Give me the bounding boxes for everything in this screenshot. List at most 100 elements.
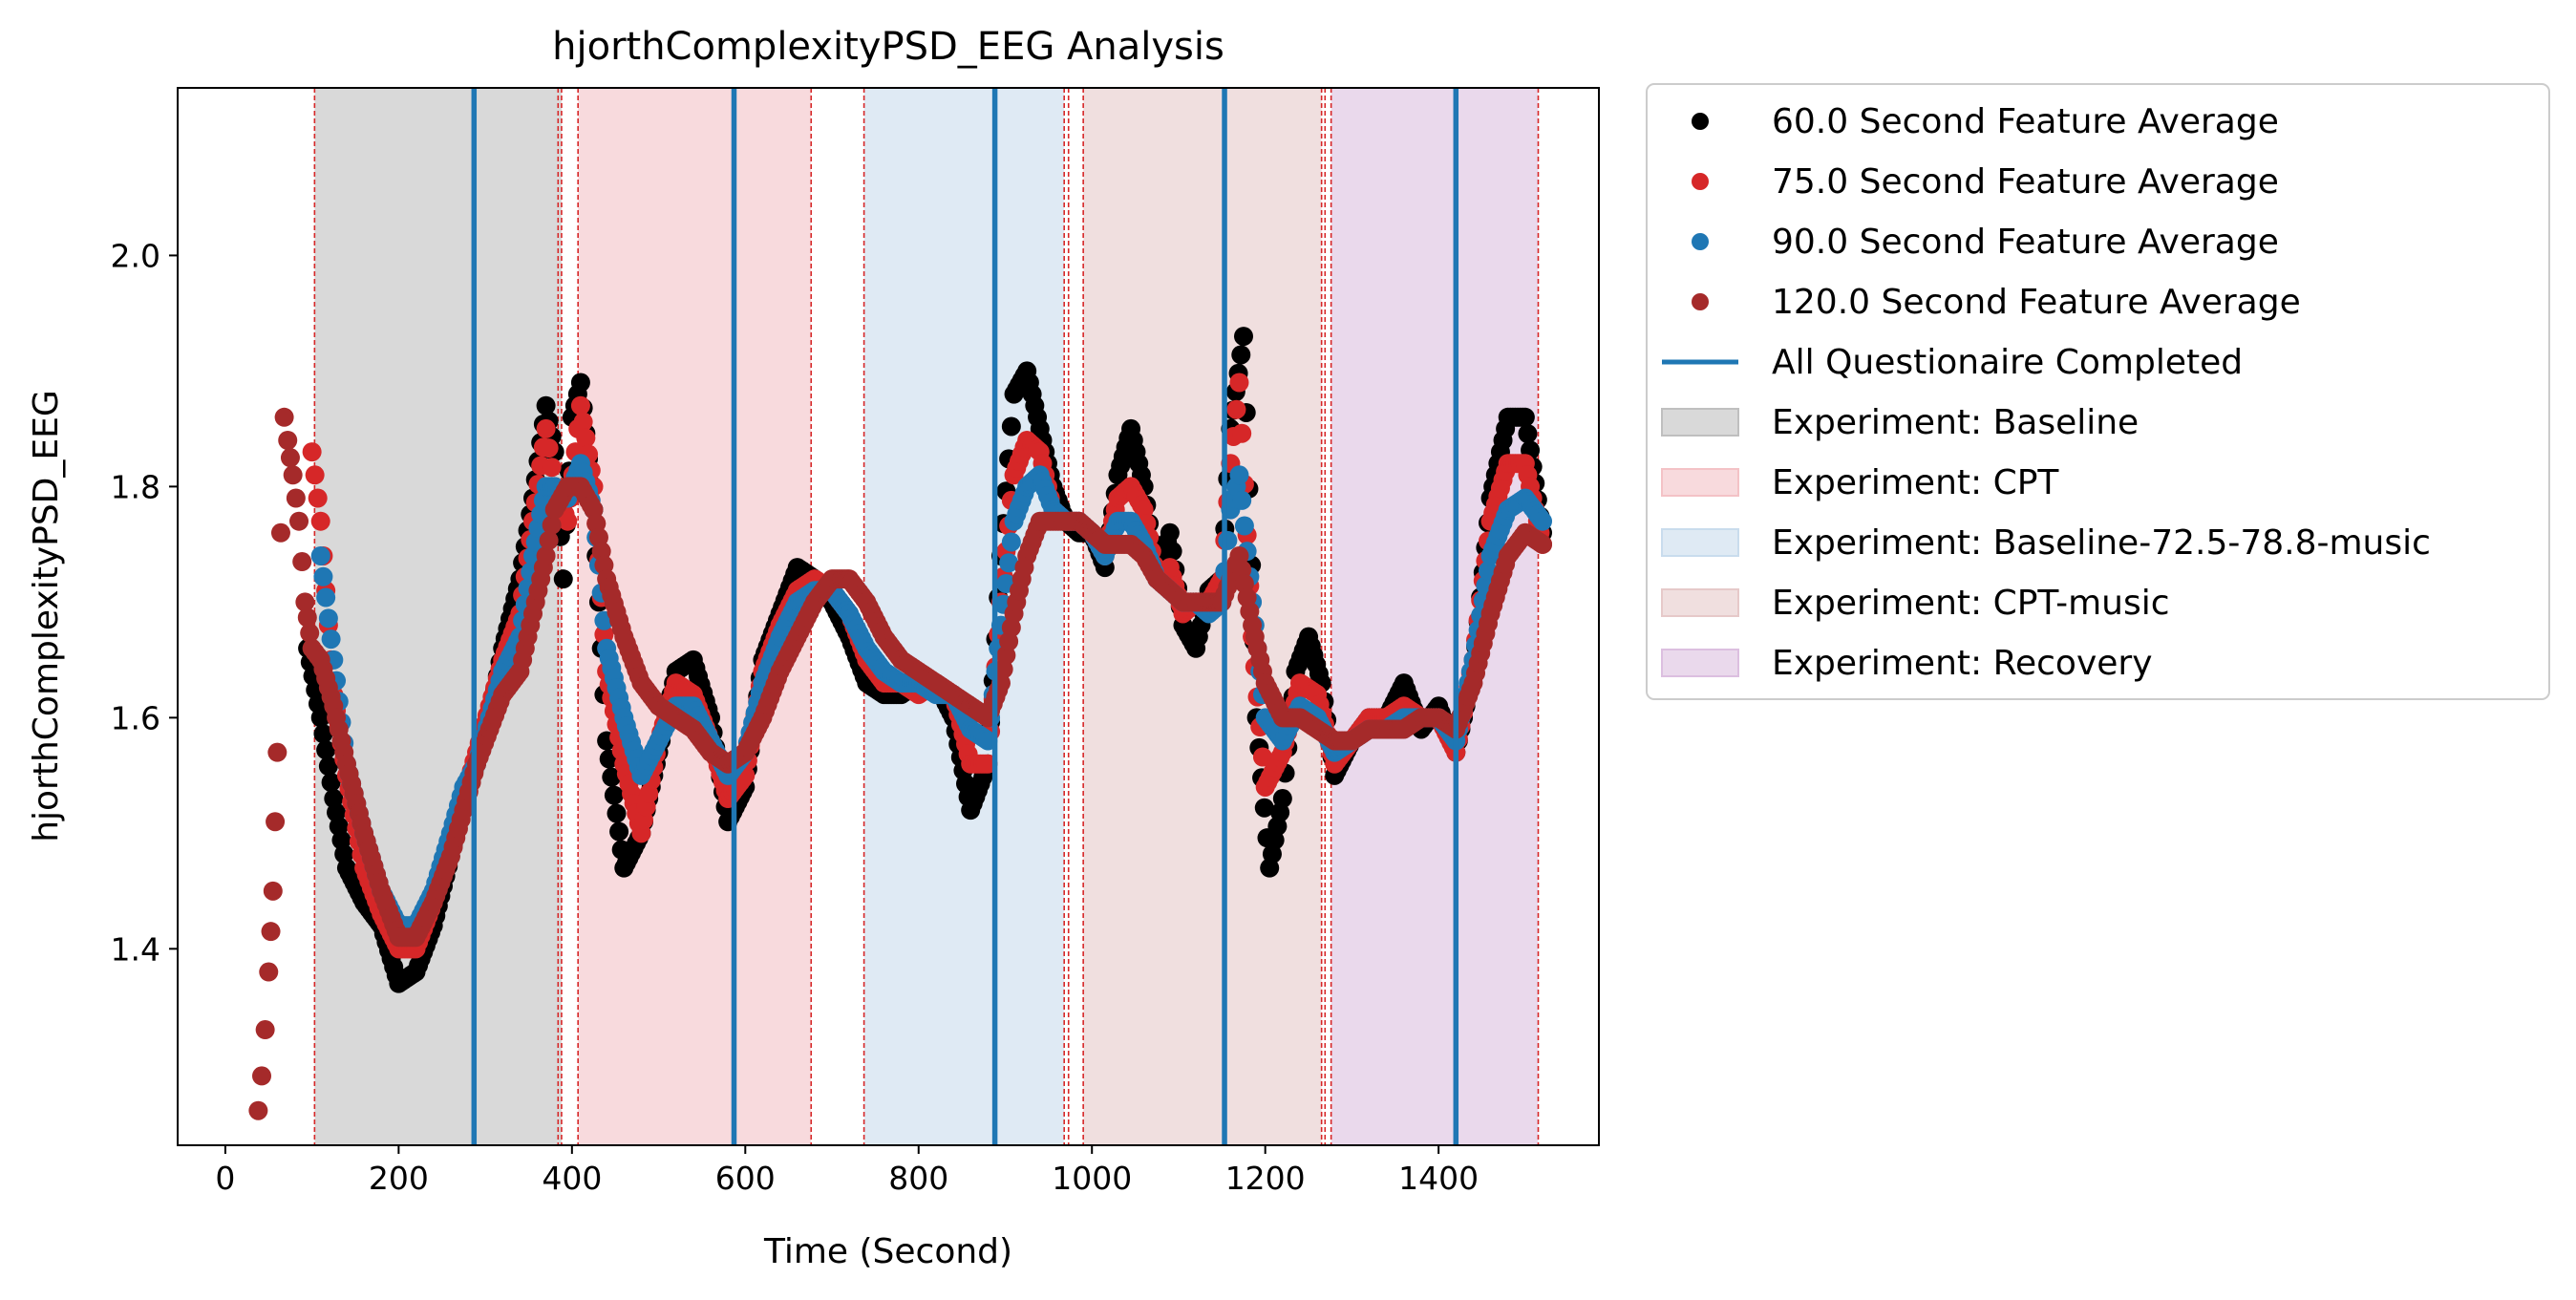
data-point xyxy=(259,962,279,982)
data-point xyxy=(1518,424,1538,444)
legend-patch-swatch xyxy=(1661,649,1739,677)
legend-entry-experiment-baseline-72-5-78-8-music: Experiment: Baseline-72.5-78.8-music xyxy=(1661,523,2431,563)
legend-label: All Questionaire Completed xyxy=(1772,343,2243,382)
legend-patch-swatch xyxy=(1661,528,1739,557)
data-point xyxy=(318,757,338,777)
data-point xyxy=(316,740,336,760)
questionnaire-lines xyxy=(471,88,1459,1145)
data-point xyxy=(1533,534,1553,554)
data-point xyxy=(1234,327,1253,347)
legend-label: 60.0 Second Feature Average xyxy=(1772,102,2279,141)
legend-entry-120-0-second-feature-average: 120.0 Second Feature Average xyxy=(1692,283,2301,322)
legend-marker xyxy=(1692,293,1709,310)
data-point xyxy=(289,511,309,531)
data-point xyxy=(266,812,286,832)
x-tick-label: 800 xyxy=(888,1160,948,1197)
data-point xyxy=(270,522,290,543)
region-recovery xyxy=(1331,88,1539,1145)
y-axis-ticks: 1.4 1.6 1.8 2.0 xyxy=(111,237,178,968)
legend-marker xyxy=(1692,233,1709,250)
legend-entry-all-questionaire-completed: All Questionaire Completed xyxy=(1662,343,2243,382)
data-point xyxy=(558,511,578,531)
experiment-regions xyxy=(314,88,1539,1145)
data-point xyxy=(1001,416,1021,437)
legend-label: 120.0 Second Feature Average xyxy=(1772,283,2301,322)
legend-patch-swatch xyxy=(1661,588,1739,617)
data-point xyxy=(1001,532,1021,552)
data-point xyxy=(1229,373,1249,393)
legend-label: Experiment: CPT-music xyxy=(1772,584,2170,623)
legend-entry-experiment-cpt-music: Experiment: CPT-music xyxy=(1661,584,2170,623)
data-point xyxy=(292,552,312,572)
x-tick-label: 200 xyxy=(369,1160,429,1197)
x-tick-label: 1000 xyxy=(1052,1160,1132,1197)
legend-entry-75-0-second-feature-average: 75.0 Second Feature Average xyxy=(1692,162,2279,202)
legend-label: Experiment: CPT xyxy=(1772,463,2059,502)
legend-label: 90.0 Second Feature Average xyxy=(1772,223,2279,262)
x-tick-label: 1400 xyxy=(1398,1160,1479,1197)
x-tick-label: 0 xyxy=(215,1160,235,1197)
x-tick-label: 1200 xyxy=(1225,1160,1306,1197)
data-point xyxy=(1231,345,1251,365)
series-120-0-second-feature-average xyxy=(248,407,1553,1120)
data-point xyxy=(305,465,325,485)
x-axis-label: Time (Second) xyxy=(763,1232,1012,1271)
data-point xyxy=(1272,789,1292,809)
data-point xyxy=(300,623,320,643)
data-point xyxy=(570,395,590,416)
data-point xyxy=(278,431,298,450)
chart-title: hjorthComplexityPSD_EEG Analysis xyxy=(552,25,1224,69)
legend-marker xyxy=(1692,173,1709,190)
y-tick-label: 1.4 xyxy=(111,930,160,968)
data-point xyxy=(255,1020,275,1040)
legend: 60.0 Second Feature Average 75.0 Second F… xyxy=(1646,83,2550,700)
data-point xyxy=(1515,407,1535,427)
data-point xyxy=(308,488,328,508)
data-point xyxy=(1254,798,1274,818)
data-point xyxy=(283,465,303,485)
legend-frame xyxy=(1646,83,2550,700)
y-tick-label: 1.6 xyxy=(111,699,160,736)
data-point xyxy=(295,592,315,612)
data-point xyxy=(302,442,322,462)
legend-entry-60-0-second-feature-average: 60.0 Second Feature Average xyxy=(1692,102,2279,141)
legend-label: Experiment: Baseline-72.5-78.8-music xyxy=(1772,523,2431,563)
data-point xyxy=(313,566,333,586)
data-point xyxy=(261,922,281,942)
data-point xyxy=(274,407,294,427)
data-point xyxy=(999,553,1019,573)
data-point xyxy=(310,708,330,728)
legend-entry-experiment-cpt: Experiment: CPT xyxy=(1661,463,2059,502)
data-point xyxy=(321,629,341,650)
legend-patch-swatch xyxy=(1661,408,1739,437)
legend-label: Experiment: Baseline xyxy=(1772,403,2139,442)
data-point xyxy=(267,742,287,762)
data-point xyxy=(536,418,556,438)
data-point xyxy=(313,724,333,744)
data-point xyxy=(576,428,596,448)
data-point xyxy=(310,545,330,565)
data-point xyxy=(1162,542,1182,562)
data-point xyxy=(248,1100,268,1120)
data-point xyxy=(310,511,330,531)
data-point xyxy=(570,373,590,393)
legend-entry-90-0-second-feature-average: 90.0 Second Feature Average xyxy=(1692,223,2279,262)
data-point xyxy=(280,448,300,468)
data-point xyxy=(1218,530,1238,550)
data-point xyxy=(1234,516,1254,536)
data-point xyxy=(1160,522,1180,543)
data-point xyxy=(542,458,562,478)
data-point xyxy=(609,821,629,842)
data-point xyxy=(318,608,338,629)
y-axis-label: hjorthComplexityPSD_EEG xyxy=(27,390,66,842)
data-point xyxy=(1232,423,1252,443)
plot-frame xyxy=(177,87,1600,1146)
legend-label: 75.0 Second Feature Average xyxy=(1772,162,2279,202)
y-tick-label: 2.0 xyxy=(111,237,160,274)
data-point xyxy=(536,545,556,565)
data-point xyxy=(553,569,573,589)
legend-marker xyxy=(1692,113,1709,130)
data-point xyxy=(263,881,283,901)
x-tick-label: 600 xyxy=(715,1160,776,1197)
